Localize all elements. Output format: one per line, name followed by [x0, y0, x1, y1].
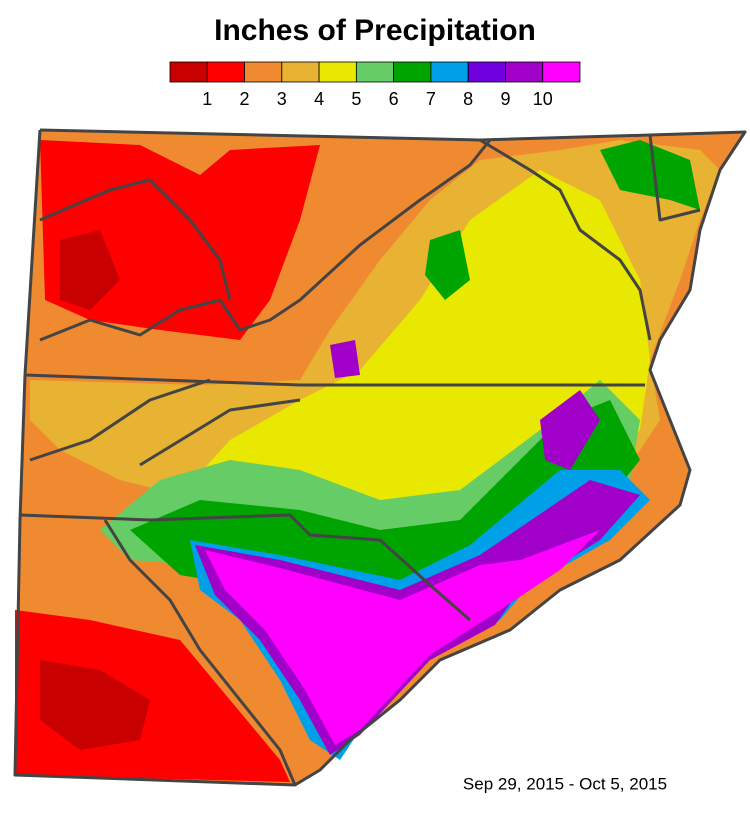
legend-label: 6 [389, 89, 399, 109]
state-borders [13, 128, 747, 787]
legend-label: 9 [500, 89, 510, 109]
legend-swatch [542, 61, 581, 83]
legend-label: 1 [202, 89, 212, 109]
legend-label: 2 [240, 89, 250, 109]
region [600, 140, 700, 210]
legend-swatch [393, 61, 432, 83]
legend-swatch [206, 61, 245, 83]
legend-swatch [244, 61, 283, 83]
legend-swatch [355, 61, 395, 83]
border [19, 513, 471, 622]
region [205, 530, 600, 745]
legend-label: 10 [533, 89, 553, 109]
precipitation-regions [15, 130, 745, 785]
border [139, 398, 301, 467]
legend-swatch [169, 61, 208, 83]
border [479, 138, 652, 341]
legend: 1 2 3 4 5 6 7 8 9 10 [169, 61, 581, 109]
legend-label: 7 [426, 89, 436, 109]
border [39, 139, 492, 342]
border [13, 128, 747, 787]
legend-swatch [318, 61, 357, 83]
legend-swatch [505, 61, 544, 83]
border [39, 178, 232, 301]
border [648, 134, 701, 222]
legend-label: 4 [314, 89, 324, 109]
region [60, 230, 120, 310]
border [29, 378, 211, 462]
legend-label: 5 [351, 89, 361, 109]
legend-swatch [430, 61, 469, 83]
border [103, 519, 297, 786]
region [40, 660, 150, 750]
region [425, 230, 470, 300]
border [24, 373, 645, 387]
region [330, 340, 360, 378]
legend-label: 3 [277, 89, 287, 109]
legend-label: 8 [463, 89, 473, 109]
legend-swatch [281, 61, 320, 83]
legend-swatch [467, 61, 506, 83]
region [540, 390, 600, 470]
date-range: Sep 29, 2015 - Oct 5, 2015 [463, 774, 667, 793]
map-title: Inches of Precipitation [214, 14, 536, 47]
